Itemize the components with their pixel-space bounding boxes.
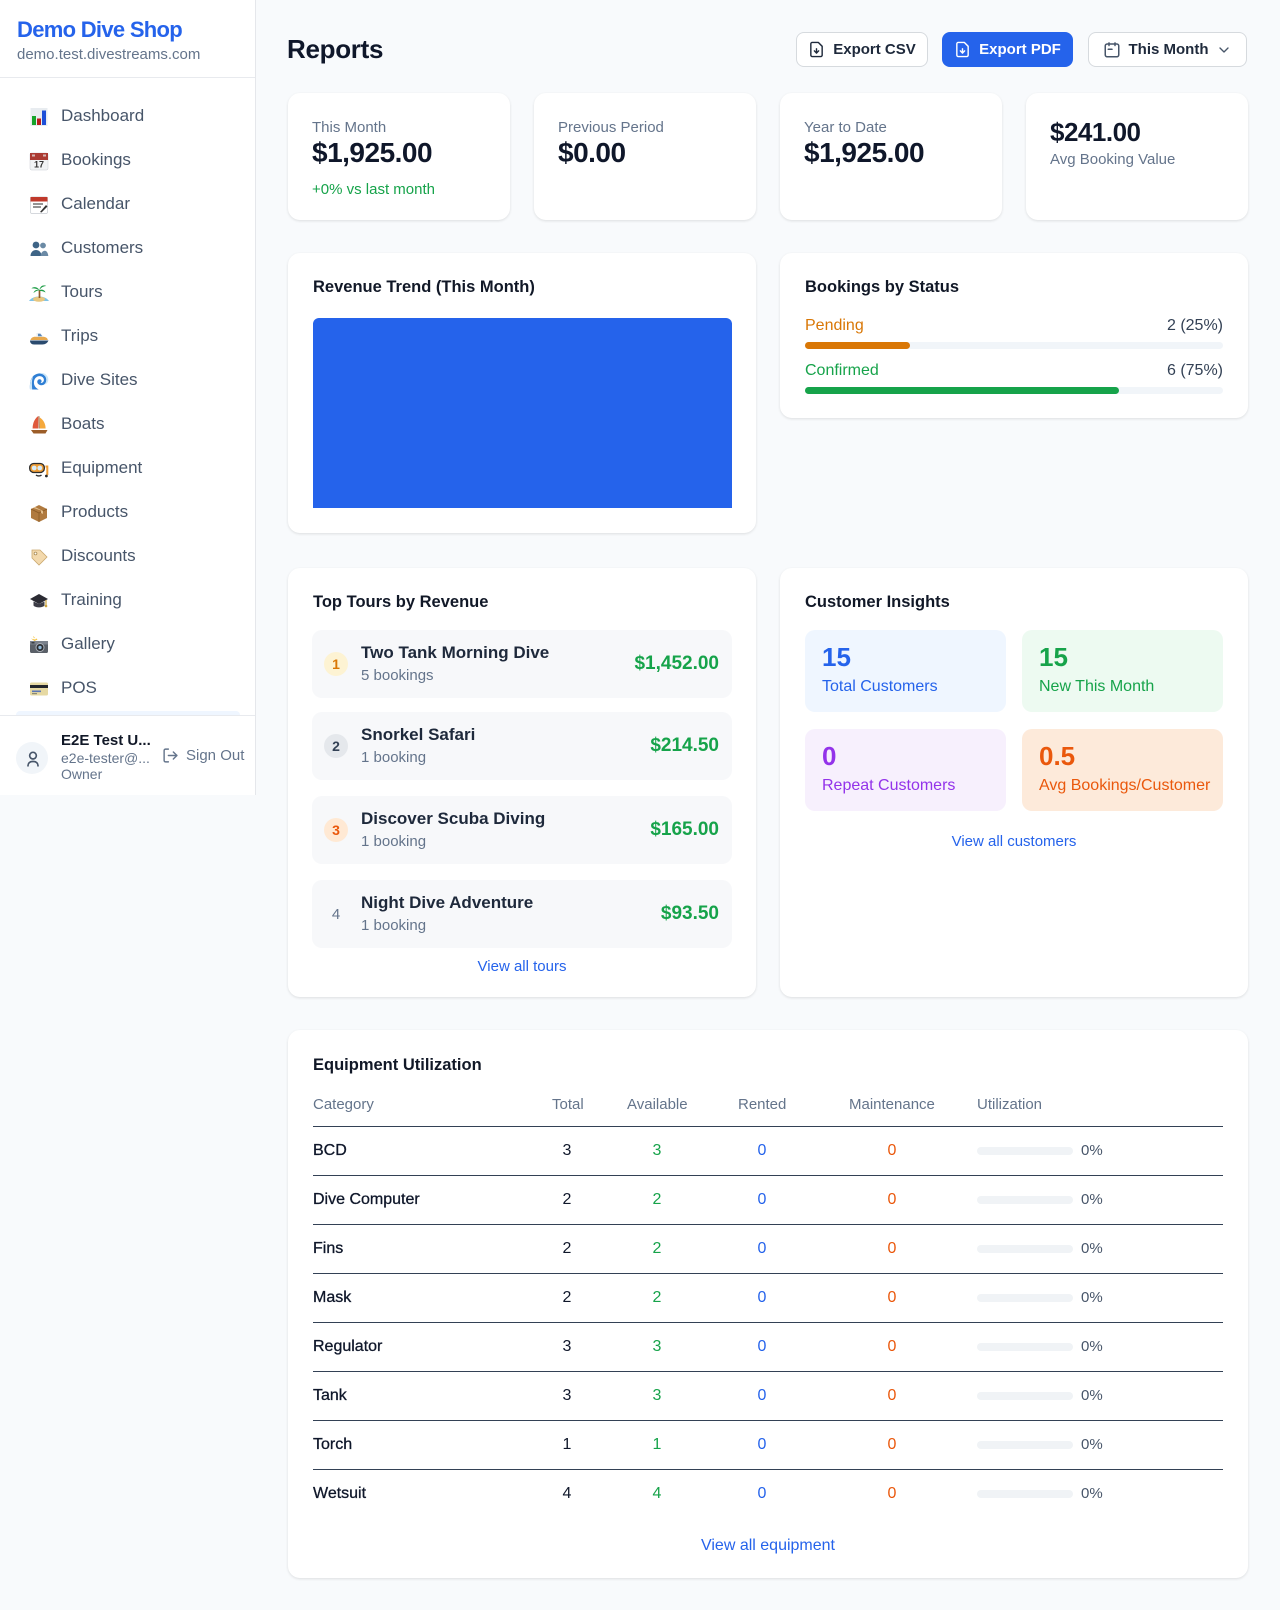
svg-text:17: 17 (34, 160, 44, 170)
